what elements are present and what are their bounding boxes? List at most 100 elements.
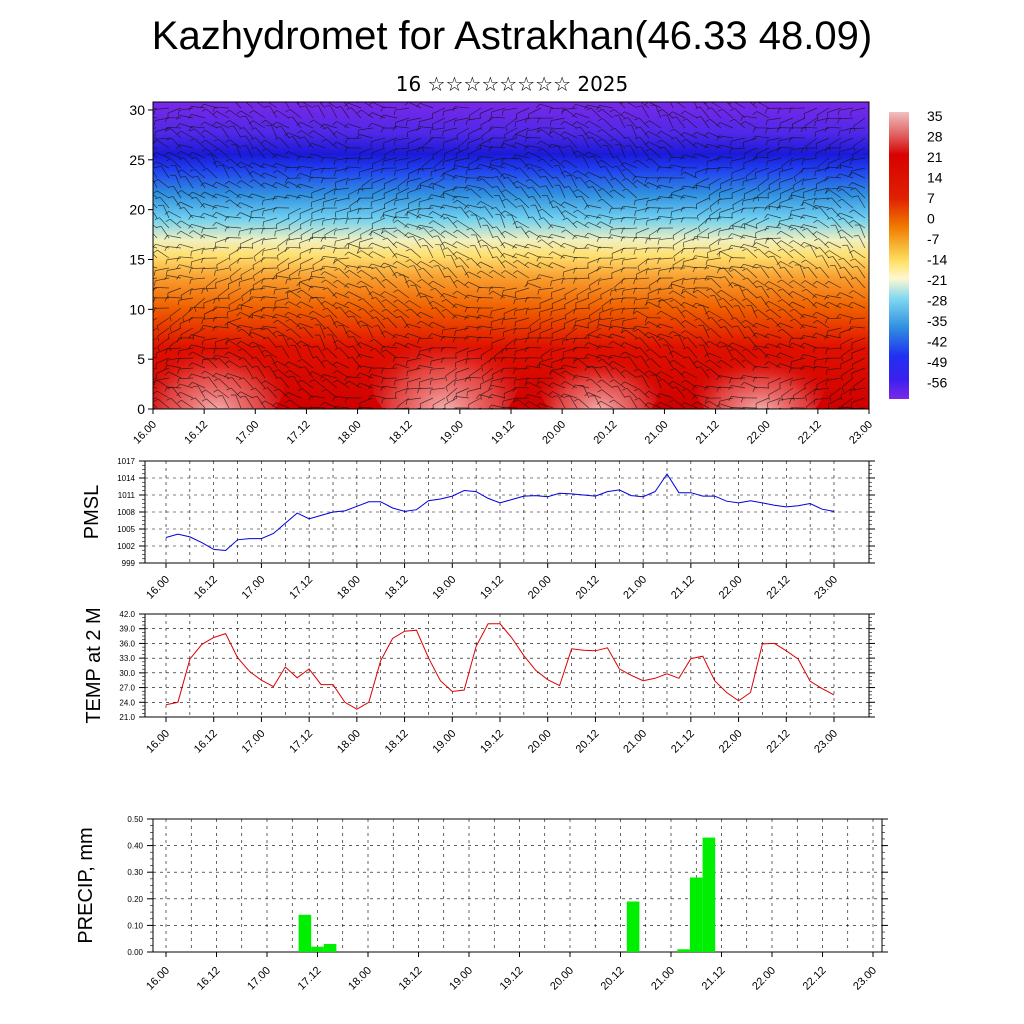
wind-barb-flag: [717, 240, 720, 246]
wind-barb-flag: [442, 161, 444, 167]
wind-barb-flag: [644, 321, 649, 326]
wind-barb: [288, 181, 302, 189]
wind-barb-flag: [188, 344, 192, 350]
wind-barb-flag: [741, 407, 744, 409]
wind-barb: [831, 217, 842, 229]
wind-barb-flag: [288, 225, 291, 231]
wind-barb: [841, 397, 854, 407]
x-tick-label: 19.00: [430, 728, 458, 756]
wind-barb-flag: [284, 181, 289, 186]
wind-barb: [419, 184, 434, 189]
wind-barb-flag: [406, 120, 408, 126]
wind-barb: [803, 177, 818, 181]
wind-barb: [171, 386, 182, 399]
wind-barb-flag: [588, 274, 590, 280]
wind-barb: [683, 237, 698, 243]
wind-barb-flag: [681, 118, 687, 122]
wind-barb: [287, 277, 302, 280]
wind-barb-flag: [296, 183, 300, 189]
wind-barb: [731, 245, 746, 249]
wind-barb-flag: [356, 320, 362, 325]
wind-barb-flag: [776, 352, 781, 357]
wind-barb: [539, 262, 554, 269]
wind-barb: [409, 259, 422, 269]
wind-barb-flag: [717, 268, 720, 274]
wind-barb: [466, 376, 482, 379]
wind-barb: [768, 300, 782, 309]
wind-barb: [229, 139, 242, 149]
wind-barb-flag: [322, 287, 328, 291]
wind-barb: [395, 253, 410, 259]
wind-barb-flag: [565, 145, 571, 147]
wind-barb: [756, 217, 770, 225]
x-tick-label: 16.00: [144, 574, 172, 602]
wind-barb-flag: [285, 318, 291, 322]
wind-barb: [275, 195, 290, 199]
wind-barb-flag: [368, 112, 373, 117]
wind-barb-flag: [560, 201, 565, 206]
wind-barb: [445, 377, 458, 387]
wind-barb-flag: [440, 192, 445, 197]
wind-barb: [769, 309, 782, 319]
wind-barb-flag: [790, 407, 792, 409]
wind-barb: [240, 180, 254, 189]
wind-barb: [359, 265, 374, 269]
wind-barb: [635, 297, 650, 301]
wind-barb-flag: [345, 180, 348, 186]
wind-barb-flag: [153, 398, 159, 402]
wind-barb-flag: [274, 137, 280, 140]
wind-barb-flag: [251, 376, 257, 380]
wind-barb: [322, 236, 338, 239]
wind-barb: [183, 207, 194, 219]
wind-barb: [312, 257, 326, 266]
wind-barb-flag: [564, 395, 570, 398]
wind-barb: [479, 176, 494, 179]
wind-barb-flag: [524, 347, 528, 353]
wind-barb: [841, 377, 854, 388]
wind-barb-flag: [323, 127, 329, 130]
wind-barb-flag: [249, 289, 252, 295]
wind-barb: [389, 266, 398, 279]
wind-barb: [335, 157, 350, 161]
wind-barb-flag: [548, 224, 552, 230]
wind-barb-flag: [524, 282, 529, 288]
precip-bar: [323, 944, 337, 952]
wind-barb: [628, 356, 638, 369]
wind-barb-flag: [465, 359, 468, 365]
wind-barb-flag: [536, 118, 540, 124]
wind-barb: [815, 205, 830, 209]
wind-barb-flag: [596, 266, 600, 272]
wind-barb-flag: [464, 204, 468, 210]
wind-barb: [779, 117, 794, 124]
wind-barb-flag: [625, 145, 631, 147]
wind-barb: [559, 184, 566, 199]
wind-barb: [671, 193, 686, 199]
wind-barb-flag: [709, 215, 711, 221]
wind-barb-flag: [445, 375, 448, 381]
wind-barb: [481, 367, 494, 377]
wind-barb-flag: [536, 274, 540, 280]
x-tick-label: 22.12: [764, 574, 792, 602]
wind-barb-flag: [669, 128, 675, 132]
wind-barb: [358, 406, 374, 409]
wind-barb: [588, 151, 602, 159]
wind-barb: [816, 280, 830, 289]
wind-barb-flag: [824, 166, 828, 172]
wind-barb-flag: [789, 249, 795, 253]
wind-barb: [577, 189, 590, 199]
wind-barb: [587, 342, 602, 349]
wind-barb: [515, 253, 530, 259]
wind-barb-flag: [141, 244, 144, 248]
wind-barb: [613, 109, 626, 119]
wind-barb: [587, 232, 602, 239]
wind-barb-flag: [792, 185, 795, 191]
wind-barb: [709, 118, 722, 129]
wind-barb-flag: [236, 246, 240, 252]
wind-barb-flag: [368, 231, 373, 236]
wind-barb: [372, 187, 386, 195]
wind-barb-flag: [190, 397, 196, 401]
wind-barb: [270, 355, 278, 369]
wind-barb: [767, 167, 782, 174]
wind-barb: [215, 267, 230, 272]
wind-barb: [407, 367, 422, 372]
